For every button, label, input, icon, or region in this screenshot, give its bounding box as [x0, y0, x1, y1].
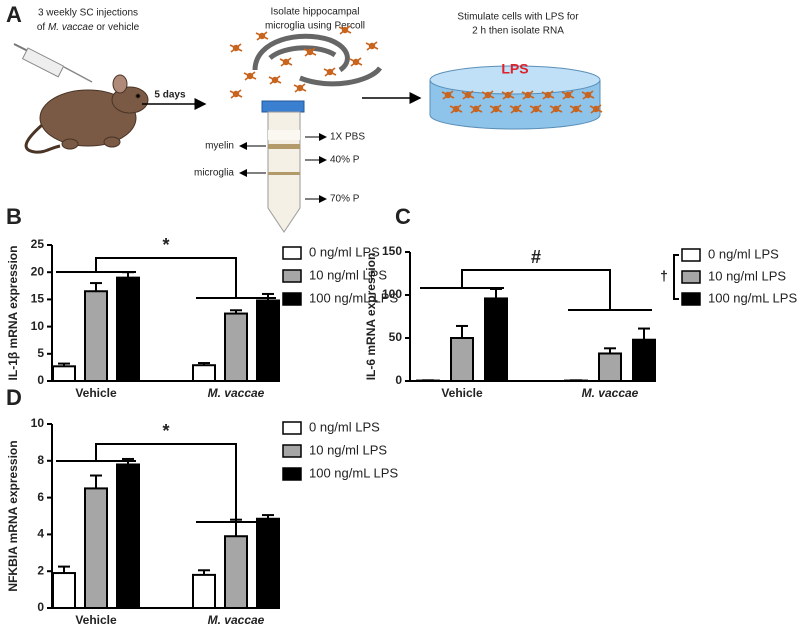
- x-tick-label: M. vaccae: [582, 386, 639, 400]
- y-tick-label: 25: [31, 237, 45, 251]
- y-tick-label: 10: [31, 319, 45, 333]
- legend-bracket: [674, 255, 679, 299]
- y-tick-label: 50: [389, 330, 403, 344]
- bar: [599, 353, 621, 381]
- step-text: 3 weekly SC injections: [38, 8, 138, 19]
- bar: [193, 575, 215, 608]
- bar: [117, 464, 139, 608]
- y-tick-label: 0: [37, 373, 44, 387]
- y-tick-label: 2: [37, 563, 44, 577]
- legend-swatch: [283, 468, 301, 480]
- bar: [257, 519, 279, 608]
- legend-label: 10 ng/ml LPS: [309, 442, 387, 457]
- y-tick-label: 15: [31, 292, 45, 306]
- bar: [117, 278, 139, 381]
- significance-label: *: [162, 235, 169, 255]
- panel-label: D: [6, 385, 22, 410]
- fraction-label: microglia: [194, 168, 234, 179]
- legend-label: 100 ng/mL LPS: [708, 290, 797, 305]
- step-text: or vehicle: [96, 22, 139, 33]
- x-tick-label: Vehicle: [441, 386, 483, 400]
- legend-swatch: [283, 422, 301, 434]
- bar: [451, 338, 473, 381]
- legend-swatch: [682, 249, 700, 261]
- delay-label: 5 days: [154, 90, 186, 101]
- y-axis-label: IL-6 mRNA expression: [364, 253, 378, 381]
- chart-panel: D NFKBIA mRNA expression 0 2 4 6 8 10 Vehicle M. …: [6, 385, 398, 626]
- y-tick-label: 5: [37, 346, 44, 360]
- y-tick-label: 0: [395, 373, 402, 387]
- y-tick-label: 100: [382, 287, 402, 301]
- step-text: Isolate hippocampal: [271, 7, 360, 18]
- layer-label: 70% P: [330, 194, 360, 205]
- x-tick-label: Vehicle: [75, 613, 117, 626]
- legend-swatch: [283, 293, 301, 305]
- x-tick-label: M. vaccae: [208, 613, 265, 626]
- dish-label: LPS: [501, 61, 528, 77]
- bar: [85, 291, 107, 381]
- y-tick-label: 4: [37, 527, 44, 541]
- bar: [193, 365, 215, 381]
- step-text: of: [37, 22, 46, 33]
- panel-label: B: [6, 204, 22, 229]
- legend-swatch: [283, 270, 301, 282]
- hippocampus-icon: [255, 36, 380, 84]
- chart-panel: C IL-6 mRNA expression 0 50 100 150 Vehicle M. …: [364, 204, 797, 400]
- y-axis-label: NFKBIA mRNA expression: [6, 440, 20, 591]
- bar: [53, 366, 75, 381]
- y-tick-label: 8: [37, 453, 44, 467]
- bar: [225, 536, 247, 608]
- legend-swatch: [682, 271, 700, 283]
- mouse-icon: [26, 75, 148, 152]
- bar: [85, 488, 107, 608]
- x-tick-label: Vehicle: [75, 386, 117, 400]
- bar: [225, 314, 247, 381]
- legend-swatch: [283, 445, 301, 457]
- y-tick-label: 0: [37, 600, 44, 614]
- bar: [53, 573, 75, 608]
- panel-label: A: [6, 2, 22, 27]
- bar: [485, 298, 507, 381]
- panel-label: C: [395, 204, 411, 229]
- y-axis-label: IL-1β mRNA expression: [6, 246, 20, 381]
- step-text: M. vaccae: [48, 22, 94, 33]
- legend-label: 10 ng/ml LPS: [708, 268, 786, 283]
- chart-panel: B IL-1β mRNA expression 0 5 10 15 20 25 Vehicle M…: [6, 204, 398, 400]
- bar: [633, 340, 655, 381]
- layer-label: 1X PBS: [330, 132, 365, 143]
- bar: [257, 300, 279, 381]
- step-text: 2 h then isolate RNA: [472, 26, 564, 37]
- syringe-icon: [14, 44, 92, 82]
- legend-swatch: [283, 247, 301, 259]
- fraction-label: myelin: [205, 141, 234, 152]
- x-tick-label: M. vaccae: [208, 386, 265, 400]
- legend-label: 100 ng/mL LPS: [309, 465, 398, 480]
- y-tick-label: 6: [37, 490, 44, 504]
- legend-swatch: [682, 293, 700, 305]
- y-tick-label: 20: [31, 264, 45, 278]
- legend-annotation: †: [660, 268, 668, 284]
- step-text: Stimulate cells with LPS for: [457, 12, 579, 23]
- significance-label: #: [531, 247, 541, 267]
- legend-label: 0 ng/ml LPS: [309, 419, 380, 434]
- y-tick-label: 10: [31, 416, 45, 430]
- panel-a: A 3 weekly SC injections of M. vaccae or…: [6, 2, 602, 232]
- y-tick-label: 150: [382, 244, 402, 258]
- significance-label: *: [162, 421, 169, 441]
- layer-label: 40% P: [330, 155, 360, 166]
- step-text: of M. vaccae or vehicle: [37, 22, 140, 33]
- significance-bracket: [420, 270, 652, 310]
- percoll-tube: [262, 101, 304, 232]
- legend-label: 0 ng/ml LPS: [708, 246, 779, 261]
